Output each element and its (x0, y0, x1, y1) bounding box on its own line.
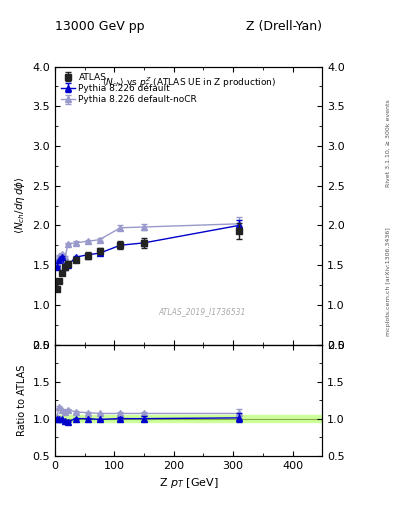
Text: Rivet 3.1.10, ≥ 300k events: Rivet 3.1.10, ≥ 300k events (386, 99, 391, 187)
Y-axis label: $\langle N_{ch}/d\eta\,d\phi\rangle$: $\langle N_{ch}/d\eta\,d\phi\rangle$ (13, 177, 27, 234)
Y-axis label: Ratio to ATLAS: Ratio to ATLAS (17, 365, 27, 436)
Text: Z (Drell-Yan): Z (Drell-Yan) (246, 20, 322, 33)
Text: mcplots.cern.ch [arXiv:1306.3436]: mcplots.cern.ch [arXiv:1306.3436] (386, 227, 391, 336)
Legend: ATLAS, Pythia 8.226 default, Pythia 8.226 default-noCR: ATLAS, Pythia 8.226 default, Pythia 8.22… (59, 71, 199, 106)
Text: 13000 GeV pp: 13000 GeV pp (55, 20, 145, 33)
Text: ATLAS_2019_I1736531: ATLAS_2019_I1736531 (158, 307, 246, 316)
X-axis label: Z $p_T$ [GeV]: Z $p_T$ [GeV] (159, 476, 219, 490)
Bar (55, 415, 322, 422)
Text: $\langle N_{ch}\rangle$ vs $p_T^Z$ (ATLAS UE in Z production): $\langle N_{ch}\rangle$ vs $p_T^Z$ (ATLA… (101, 75, 276, 90)
